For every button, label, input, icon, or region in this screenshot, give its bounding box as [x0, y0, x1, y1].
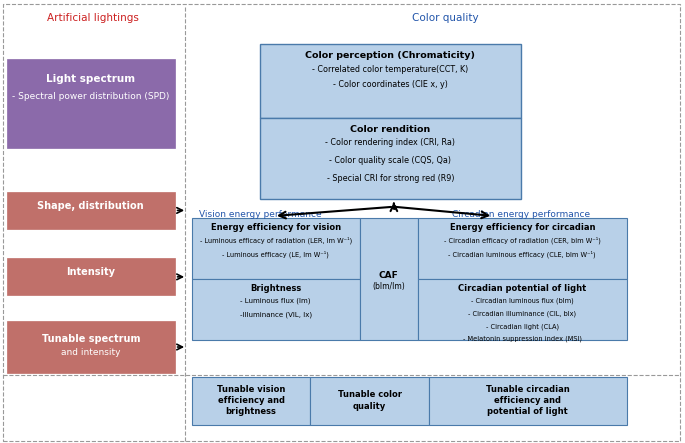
Bar — [260, 118, 521, 199]
Text: Energy efficiency for vision: Energy efficiency for vision — [211, 223, 340, 232]
Text: Tunable spectrum: Tunable spectrum — [42, 334, 140, 344]
Text: Vision energy performance: Vision energy performance — [199, 210, 322, 219]
Bar — [418, 279, 627, 340]
Text: Tunable color
quality: Tunable color quality — [338, 390, 401, 411]
Text: -Illuminance (VIL, lx): -Illuminance (VIL, lx) — [240, 311, 312, 318]
Bar — [310, 377, 429, 424]
Bar — [360, 218, 418, 340]
Text: Circadian potential of light: Circadian potential of light — [458, 284, 586, 293]
Text: - Color coordinates (CIE x, y): - Color coordinates (CIE x, y) — [333, 80, 448, 89]
Text: - Circadian luminous flux (blm): - Circadian luminous flux (blm) — [471, 297, 573, 304]
Text: Energy efficiency for circadian: Energy efficiency for circadian — [449, 223, 595, 232]
Bar — [260, 44, 521, 118]
Text: - Circadian light (CLA): - Circadian light (CLA) — [486, 323, 559, 330]
Text: Intensity: Intensity — [66, 268, 115, 277]
Text: - Color rendering index (CRI, Ra): - Color rendering index (CRI, Ra) — [325, 139, 456, 148]
Text: Light spectrum: Light spectrum — [46, 74, 136, 84]
Text: Color quality: Color quality — [412, 13, 479, 23]
Text: - Special CRI for strong red (R9): - Special CRI for strong red (R9) — [327, 174, 454, 183]
Text: - Spectral power distribution (SPD): - Spectral power distribution (SPD) — [12, 92, 169, 101]
Text: Tunable circadian
efficiency and
potential of light: Tunable circadian efficiency and potenti… — [486, 385, 570, 416]
Text: - Melatonin suppression index (MSI): - Melatonin suppression index (MSI) — [463, 336, 582, 342]
Text: - Circadian luminous efficacy (CLE, blm W⁻¹): - Circadian luminous efficacy (CLE, blm … — [449, 250, 596, 258]
Bar — [7, 192, 175, 229]
Text: Color perception (Chromaticity): Color perception (Chromaticity) — [306, 51, 475, 60]
Text: Shape, distribution: Shape, distribution — [38, 201, 144, 211]
Text: (blm/lm): (blm/lm) — [373, 282, 405, 291]
Bar — [192, 279, 360, 340]
Text: - Luminous flux (lm): - Luminous flux (lm) — [240, 297, 311, 304]
Bar — [7, 59, 175, 148]
Text: - Correlated color temperature(CCT, K): - Correlated color temperature(CCT, K) — [312, 65, 469, 74]
Text: Brightness: Brightness — [250, 284, 301, 293]
Text: Color rendition: Color rendition — [350, 125, 431, 134]
Bar — [418, 218, 627, 279]
Bar — [429, 377, 627, 424]
Text: - Luminous efficacy of radiation (LER, lm W⁻¹): - Luminous efficacy of radiation (LER, l… — [199, 236, 352, 244]
Text: - Circadian illuminance (CIL, blx): - Circadian illuminance (CIL, blx) — [469, 310, 576, 317]
Text: Tunable vision
efficiency and
brightness: Tunable vision efficiency and brightness — [217, 385, 285, 416]
Bar — [7, 258, 175, 295]
Text: Circadian energy performance: Circadian energy performance — [451, 210, 590, 219]
Text: - Color quality scale (CQS, Qa): - Color quality scale (CQS, Qa) — [329, 156, 451, 165]
Text: - Circadian efficacy of radiation (CER, blm W⁻¹): - Circadian efficacy of radiation (CER, … — [444, 236, 601, 244]
Text: Artificial lightings: Artificial lightings — [47, 13, 138, 23]
Text: and intensity: and intensity — [61, 348, 121, 357]
Bar — [192, 218, 360, 279]
Text: CAF: CAF — [379, 271, 399, 280]
Bar — [7, 321, 175, 373]
Bar — [192, 377, 310, 424]
Text: - Luminous efficacy (LE, lm W⁻¹): - Luminous efficacy (LE, lm W⁻¹) — [222, 250, 329, 258]
